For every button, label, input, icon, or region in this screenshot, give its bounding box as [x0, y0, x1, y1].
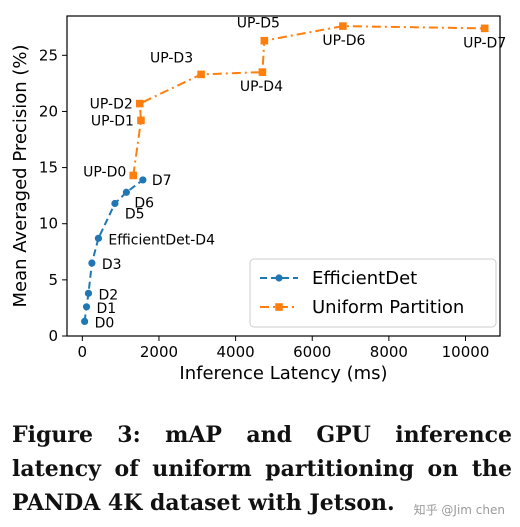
x-tick-label: 6000: [293, 343, 331, 361]
data-point: [111, 199, 119, 208]
point-label: UP-D4: [240, 79, 283, 95]
data-point: [139, 176, 147, 184]
y-tick-label: 20: [39, 102, 58, 120]
point-label: D7: [152, 173, 172, 189]
data-point: [84, 289, 93, 297]
point-label: UP-D0: [83, 164, 126, 180]
data-point: [88, 259, 96, 267]
legend-marker: [275, 303, 283, 311]
point-label: D2: [98, 287, 118, 303]
x-axis-title: Inference Latency (ms): [179, 363, 387, 384]
point-label: D6: [134, 195, 154, 211]
point-label: UP-D7: [463, 35, 506, 51]
data-point: [258, 68, 267, 76]
legend-marker: [275, 274, 283, 282]
x-tick-label: 10000: [442, 343, 490, 361]
point-label: UP-D3: [150, 50, 193, 66]
series-uniform-partition: [129, 22, 489, 180]
data-point: [260, 36, 269, 45]
data-point: [480, 24, 489, 33]
data-point: [82, 303, 91, 311]
y-tick-label: 25: [39, 46, 58, 64]
point-label: EfficientDet-D4: [108, 232, 215, 248]
y-tick-label: 10: [39, 215, 58, 233]
point-label: D1: [97, 301, 117, 317]
watermark: 知乎 @Jim chen: [410, 500, 508, 519]
data-point: [137, 116, 145, 125]
data-point: [81, 317, 89, 326]
point-label: D3: [102, 257, 122, 273]
point-label: UP-D2: [90, 97, 133, 113]
legend-label: EfficientDet: [312, 268, 417, 289]
legend-label: Uniform Partition: [312, 297, 464, 318]
series-line: [132, 25, 485, 176]
legend: EfficientDet Uniform Partition: [249, 258, 497, 328]
y-axis-title: Mean Averaged Precision (%): [10, 44, 31, 307]
data-point: [197, 70, 205, 79]
point-label: D5: [125, 207, 145, 223]
data-point: [122, 188, 130, 196]
figure-caption: Figure 3: mAP and GPU inference latency …: [12, 422, 512, 516]
data-point: [129, 171, 138, 180]
plot-area: [66, 15, 501, 337]
x-tick-label: 2000: [140, 343, 178, 361]
point-labels: D0D1D2D3EfficientDet-D4D5D6D7UP-D0UP-D1U…: [83, 16, 506, 332]
data-point: [94, 234, 103, 242]
legend-box: [249, 258, 497, 328]
point-label: UP-D6: [322, 33, 365, 49]
axis-ticks: 0 2000 4000 6000 8000 10000 0 5 10 15 20 25: [39, 46, 489, 361]
plot-frame: [66, 15, 501, 337]
data-point: [136, 99, 144, 108]
series-efficientdet: [81, 176, 147, 326]
x-tick-label: 8000: [370, 343, 408, 361]
point-label: UP-D1: [91, 113, 134, 129]
y-tick-label: 15: [39, 159, 58, 177]
y-tick-label: 0: [48, 327, 58, 345]
y-tick-label: 5: [48, 271, 58, 289]
x-tick-label: 4000: [217, 343, 255, 361]
point-label: UP-D5: [237, 16, 280, 32]
x-tick-label: 0: [78, 343, 88, 361]
data-point: [339, 22, 347, 30]
series-layer: [81, 22, 489, 326]
point-label: D0: [95, 315, 115, 331]
